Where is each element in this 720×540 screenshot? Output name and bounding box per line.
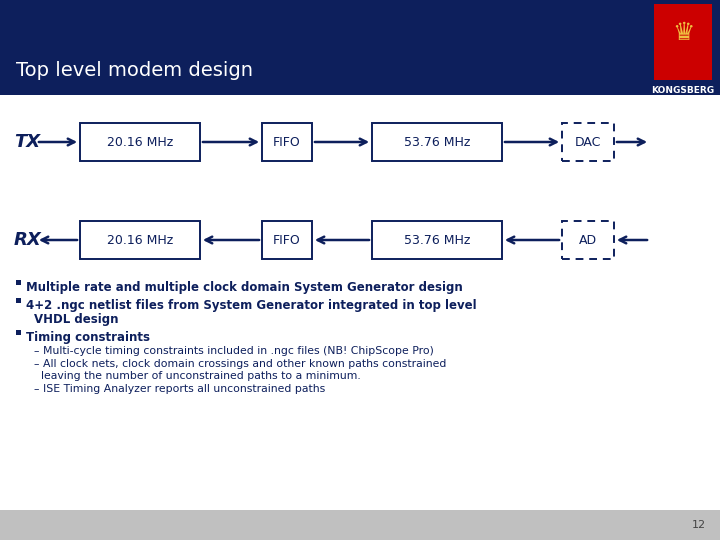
Text: RX: RX: [14, 231, 42, 249]
Text: leaving the number of unconstrained paths to a minimum.: leaving the number of unconstrained path…: [34, 371, 361, 381]
Text: – Multi-cycle timing constraints included in .ngc files (NB! ChipScope Pro): – Multi-cycle timing constraints include…: [34, 346, 434, 356]
Bar: [562, 123, 614, 161]
Bar: [16, 298, 21, 303]
Text: Top level modem design: Top level modem design: [16, 62, 253, 80]
Text: 53.76 MHz: 53.76 MHz: [404, 136, 470, 148]
Bar: [562, 221, 614, 259]
Text: – ISE Timing Analyzer reports all unconstrained paths: – ISE Timing Analyzer reports all uncons…: [34, 384, 325, 394]
Bar: [80, 221, 200, 259]
Bar: [262, 221, 312, 259]
Text: FIFO: FIFO: [273, 233, 301, 246]
Text: 4+2 .ngc netlist files from System Generator integrated in top level: 4+2 .ngc netlist files from System Gener…: [26, 299, 477, 312]
Text: 53.76 MHz: 53.76 MHz: [404, 233, 470, 246]
Bar: [80, 123, 200, 161]
Text: Multiple rate and multiple clock domain System Generator design: Multiple rate and multiple clock domain …: [26, 281, 463, 294]
Text: ♛: ♛: [672, 21, 694, 45]
Text: 12: 12: [692, 520, 706, 530]
Bar: [16, 280, 21, 285]
Text: FIFO: FIFO: [273, 136, 301, 148]
Text: 20.16 MHz: 20.16 MHz: [107, 136, 173, 148]
Bar: [16, 330, 21, 335]
Text: AD: AD: [579, 233, 597, 246]
Bar: [0, 0, 720, 94]
Text: – All clock nets, clock domain crossings and other known paths constrained: – All clock nets, clock domain crossings…: [34, 359, 446, 369]
Bar: [372, 123, 502, 161]
Bar: [372, 221, 502, 259]
Bar: [262, 123, 312, 161]
Text: KONGSBERG: KONGSBERG: [652, 86, 714, 95]
Text: TX: TX: [14, 133, 40, 151]
Text: 20.16 MHz: 20.16 MHz: [107, 233, 173, 246]
Text: VHDL design: VHDL design: [34, 313, 119, 326]
Text: Timing constraints: Timing constraints: [26, 331, 150, 344]
Bar: [654, 4, 712, 80]
Bar: [0, 510, 720, 540]
Text: DAC: DAC: [575, 136, 601, 148]
